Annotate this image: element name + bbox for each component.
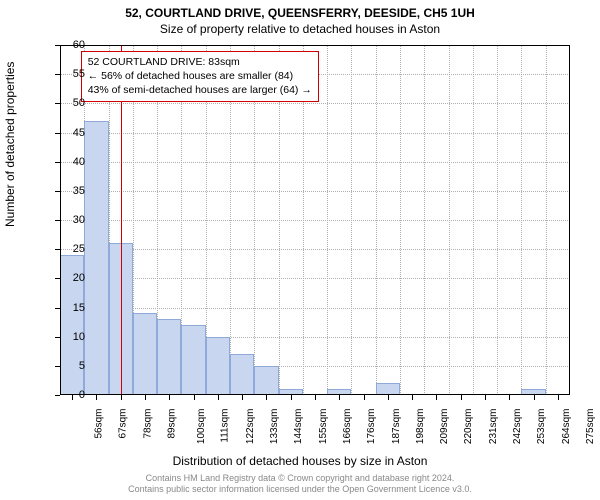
x-tick-label: 144sqm xyxy=(294,409,305,445)
grid-line-v xyxy=(473,45,474,395)
x-tick-label: 100sqm xyxy=(196,409,207,445)
x-tick-label: 133sqm xyxy=(269,409,280,445)
histogram-bar xyxy=(157,319,181,395)
x-tick-label: 56sqm xyxy=(94,409,105,439)
grid-line-v xyxy=(327,45,328,395)
subject-callout: 52 COURTLAND DRIVE: 83sqm ← 56% of detac… xyxy=(81,51,319,102)
callout-line2: ← 56% of detached houses are smaller (84… xyxy=(88,69,312,83)
x-axis-line xyxy=(60,394,570,395)
grid-line-h xyxy=(60,278,570,279)
x-tick xyxy=(266,395,267,400)
y-axis-title: Number of detached properties xyxy=(3,62,17,227)
x-tick-label: 242sqm xyxy=(512,409,523,445)
histogram-bar xyxy=(230,354,254,395)
x-tick-label: 78sqm xyxy=(142,409,153,439)
callout-line1: 52 COURTLAND DRIVE: 83sqm xyxy=(88,55,312,69)
x-tick xyxy=(534,395,535,400)
x-tick-label: 155sqm xyxy=(318,409,329,445)
x-tick xyxy=(412,395,413,400)
x-tick xyxy=(388,395,389,400)
grid-line-h xyxy=(60,191,570,192)
x-tick xyxy=(339,395,340,400)
grid-line-v xyxy=(424,45,425,395)
x-tick xyxy=(509,395,510,400)
x-tick-label: 187sqm xyxy=(391,409,402,445)
grid-line-h xyxy=(60,103,570,104)
histogram-bar xyxy=(181,325,205,395)
x-tick-label: 198sqm xyxy=(415,409,426,445)
x-tick-label: 209sqm xyxy=(439,409,450,445)
x-tick xyxy=(242,395,243,400)
x-tick xyxy=(121,395,122,400)
grid-line-h xyxy=(60,220,570,221)
y-tick-label: 0 xyxy=(55,389,85,401)
x-tick xyxy=(194,395,195,400)
y-tick-label: 55 xyxy=(55,68,85,80)
footnote-line2: Contains public sector information licen… xyxy=(0,484,600,496)
grid-line-h xyxy=(60,133,570,134)
grid-line-h xyxy=(60,249,570,250)
y-tick-label: 15 xyxy=(55,302,85,314)
grid-line-v xyxy=(400,45,401,395)
x-tick-label: 231sqm xyxy=(488,409,499,445)
x-tick-label: 176sqm xyxy=(366,409,377,445)
x-axis-title: Distribution of detached houses by size … xyxy=(0,454,600,468)
x-tick xyxy=(169,395,170,400)
y-tick-label: 50 xyxy=(55,97,85,109)
y-tick-label: 45 xyxy=(55,127,85,139)
right-axis-line xyxy=(569,45,570,395)
chart-plot-area: 52 COURTLAND DRIVE: 83sqm ← 56% of detac… xyxy=(60,45,570,395)
x-tick xyxy=(291,395,292,400)
y-tick-label: 5 xyxy=(55,360,85,372)
x-tick-label: 253sqm xyxy=(536,409,547,445)
grid-line-v xyxy=(497,45,498,395)
grid-line-v xyxy=(521,45,522,395)
x-tick xyxy=(436,395,437,400)
x-tick-label: 122sqm xyxy=(245,409,256,445)
y-tick-label: 35 xyxy=(55,185,85,197)
x-tick-label: 220sqm xyxy=(464,409,475,445)
x-tick xyxy=(461,395,462,400)
footnote-line1: Contains HM Land Registry data © Crown c… xyxy=(0,473,600,485)
footnote: Contains HM Land Registry data © Crown c… xyxy=(0,473,600,496)
histogram-bar xyxy=(206,337,230,395)
grid-line-h xyxy=(60,162,570,163)
grid-line-h xyxy=(60,308,570,309)
x-tick xyxy=(315,395,316,400)
y-tick-label: 10 xyxy=(55,331,85,343)
x-tick xyxy=(364,395,365,400)
x-tick-label: 275sqm xyxy=(585,409,596,445)
y-tick-label: 20 xyxy=(55,272,85,284)
grid-line-v xyxy=(449,45,450,395)
grid-line-v xyxy=(546,45,547,395)
chart-title-sub: Size of property relative to detached ho… xyxy=(0,20,600,36)
x-tick-label: 111sqm xyxy=(219,409,230,443)
x-tick xyxy=(485,395,486,400)
x-tick xyxy=(558,395,559,400)
x-tick xyxy=(145,395,146,400)
x-tick-label: 89sqm xyxy=(167,409,178,439)
histogram-bar xyxy=(254,366,278,395)
y-tick-label: 60 xyxy=(55,39,85,51)
y-tick-label: 40 xyxy=(55,156,85,168)
histogram-bar xyxy=(84,121,108,395)
y-tick-label: 30 xyxy=(55,214,85,226)
y-tick-label: 25 xyxy=(55,243,85,255)
callout-line3: 43% of semi-detached houses are larger (… xyxy=(88,83,312,97)
x-tick-label: 166sqm xyxy=(342,409,353,445)
histogram-bar xyxy=(133,313,157,395)
x-tick xyxy=(218,395,219,400)
grid-line-v xyxy=(376,45,377,395)
chart-title-main: 52, COURTLAND DRIVE, QUEENSFERRY, DEESID… xyxy=(0,0,600,20)
top-axis-line xyxy=(60,45,570,46)
x-tick xyxy=(96,395,97,400)
x-tick-label: 264sqm xyxy=(561,409,572,445)
grid-line-v xyxy=(351,45,352,395)
x-tick-label: 67sqm xyxy=(118,409,129,439)
